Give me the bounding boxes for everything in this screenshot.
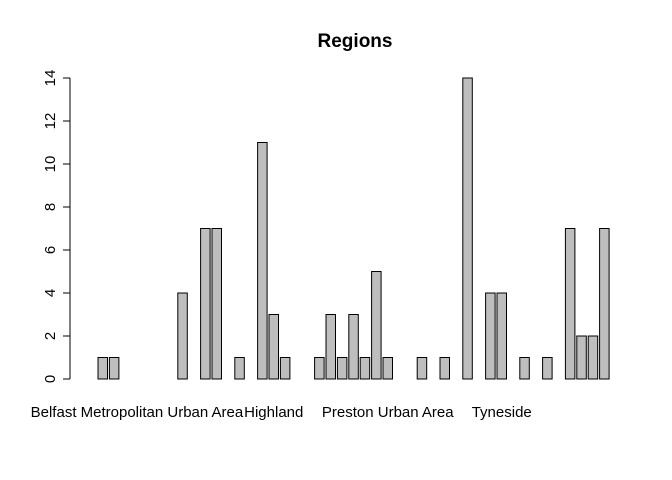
bar — [108, 357, 120, 380]
y-axis: 0 2 4 6 8 10 12 14 — [42, 70, 71, 383]
y-tick-label: 10 — [42, 156, 59, 173]
y-tick-label: 6 — [42, 246, 59, 254]
bar — [416, 357, 428, 380]
bar — [268, 314, 279, 380]
x-category-label: Preston Urban Area — [322, 404, 454, 421]
chart-title: Regions — [318, 31, 393, 52]
bar — [371, 271, 382, 380]
bar — [359, 357, 371, 380]
bars — [97, 77, 610, 380]
y-tick-label: 0 — [42, 375, 59, 383]
bar — [348, 314, 359, 380]
y-tick-label: 8 — [42, 203, 59, 211]
bar — [587, 335, 599, 380]
bar — [576, 335, 587, 380]
y-tick-label: 12 — [42, 113, 59, 130]
bar — [279, 357, 291, 380]
bar — [314, 357, 325, 380]
x-category-label: Tyneside — [472, 404, 532, 421]
bar — [211, 228, 222, 380]
bar — [462, 77, 473, 380]
y-tick-label: 4 — [42, 289, 59, 297]
bar — [519, 357, 530, 380]
bar — [599, 228, 610, 380]
bar — [542, 357, 553, 380]
bar — [485, 292, 496, 380]
bar — [564, 228, 576, 380]
y-tick-label: 2 — [42, 332, 59, 340]
x-category-label: Highland — [244, 404, 303, 421]
bar — [177, 292, 188, 380]
x-category-labels: Belfast Metropolitan Urban Area Highland P… — [31, 404, 532, 421]
bar — [382, 357, 393, 380]
bar — [336, 357, 348, 380]
x-category-label: Belfast Metropolitan Urban Area — [31, 404, 244, 421]
y-tick-label: 14 — [42, 70, 59, 87]
bar — [97, 357, 108, 380]
bar — [439, 357, 450, 380]
bar — [200, 228, 211, 380]
bar — [496, 292, 507, 380]
bar — [257, 142, 268, 380]
bar — [234, 357, 245, 380]
bar — [325, 314, 336, 380]
